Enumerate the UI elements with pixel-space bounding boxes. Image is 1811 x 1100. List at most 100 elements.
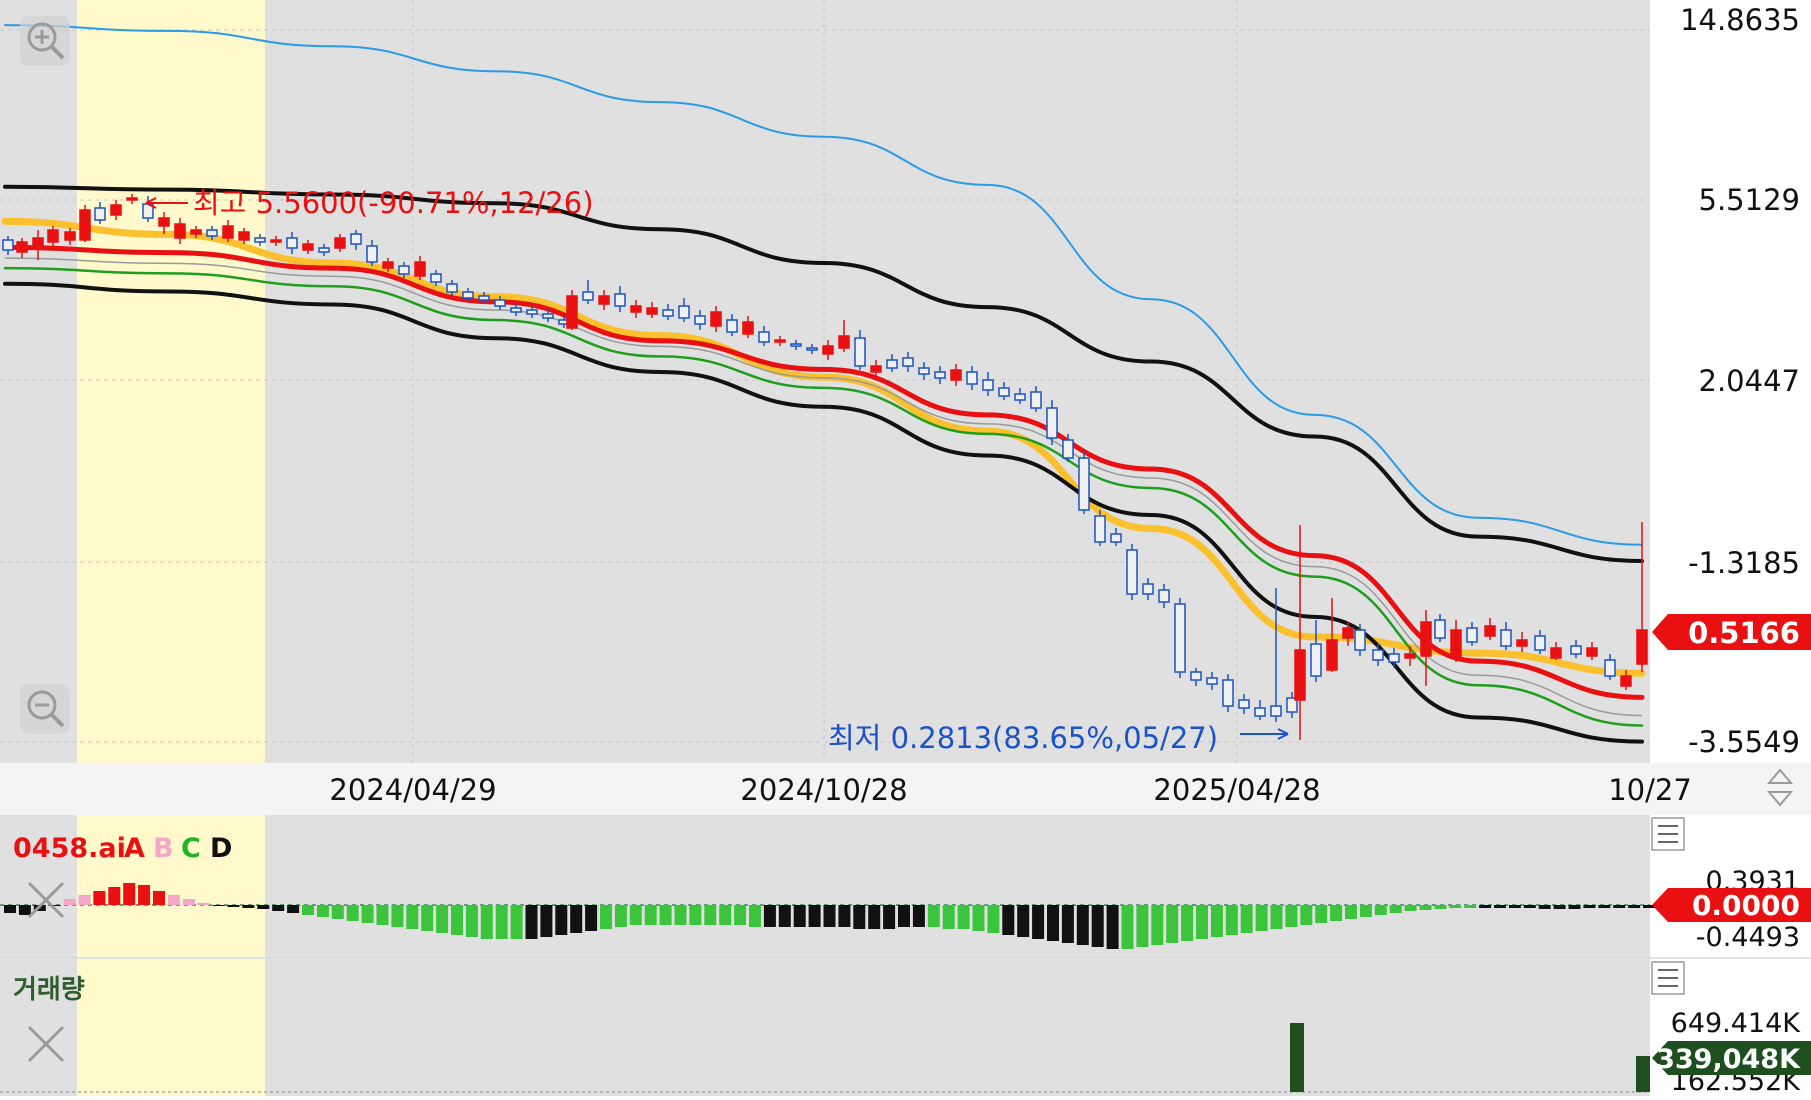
candle-body <box>614 293 626 307</box>
close-icon-stroke[interactable] <box>27 881 65 919</box>
candle-body <box>64 231 76 241</box>
candlesticks <box>2 194 1648 740</box>
zoom-out-icon[interactable] <box>20 684 70 734</box>
menu-icon[interactable] <box>1651 817 1685 851</box>
candle-body <box>318 247 330 253</box>
oscillator-bar <box>302 905 314 915</box>
oscillator-bar <box>1196 905 1208 939</box>
candle-body <box>1094 515 1106 543</box>
current-price-value: 0.5166 <box>1688 616 1800 650</box>
oscillator-bar <box>659 905 672 925</box>
candle-body <box>1534 635 1546 651</box>
candle-body <box>1206 677 1218 685</box>
close-icon[interactable] <box>27 881 65 919</box>
oscillator-bar <box>540 905 553 937</box>
candle-body <box>886 359 898 369</box>
candle-body <box>998 387 1010 397</box>
volume-bars <box>1290 1023 1650 1092</box>
oscillator-bar <box>1538 905 1551 909</box>
close-icon[interactable] <box>27 1025 65 1063</box>
candle-body <box>1404 653 1416 659</box>
volume-panel-bg <box>0 959 1650 1096</box>
up-down-arrows-icon[interactable] <box>1762 764 1808 814</box>
ma-line <box>2 244 1645 700</box>
oscillator-bar <box>1061 905 1074 943</box>
candle-body <box>1570 645 1582 655</box>
oscillator-bar <box>1464 905 1477 908</box>
zoom-in-icon-lens[interactable] <box>27 22 57 52</box>
candle-body <box>16 241 28 253</box>
oscillator-bar <box>1210 905 1223 937</box>
oscillator-bar <box>1449 905 1462 908</box>
candle-body <box>630 305 642 313</box>
up-down-arrows-icon-bg[interactable] <box>1762 764 1808 814</box>
down-arrow[interactable] <box>1766 791 1794 807</box>
candle-body <box>934 371 946 379</box>
oscillator-bar <box>898 905 910 927</box>
zoom-in-icon[interactable] <box>20 16 70 66</box>
volume-axis-label: 649.414K <box>1671 1008 1802 1039</box>
ma-line <box>3 184 1644 563</box>
ma-line <box>3 281 1644 744</box>
menu-icon[interactable] <box>1651 961 1685 995</box>
oscillator-bar <box>153 891 165 905</box>
oscillator-bar <box>1553 905 1566 909</box>
legend-b: B <box>153 833 174 864</box>
oscillator-bar <box>793 905 806 927</box>
candle-body <box>47 229 59 243</box>
close-icon-stroke[interactable] <box>27 1025 65 1063</box>
oscillator-bar <box>1270 905 1283 929</box>
candle-body <box>598 295 610 305</box>
oscillator-bar <box>480 905 493 939</box>
candle-body <box>190 229 202 235</box>
oscillator-bar <box>1359 905 1372 917</box>
oscillator-bar <box>1404 905 1417 911</box>
oscillator-bar <box>987 905 1000 933</box>
oscillator-bar <box>93 891 106 905</box>
candle-body <box>806 347 818 351</box>
oscillator-bar <box>421 905 434 931</box>
candle-body <box>790 343 802 347</box>
menu-icon-box[interactable] <box>1651 817 1685 851</box>
candle-body <box>1550 647 1562 659</box>
oscillator-bars <box>4 883 1655 949</box>
volume-title: 거래량 <box>13 975 85 1005</box>
zoom-out-icon-handle[interactable] <box>49 712 65 728</box>
candle-body <box>1014 393 1026 401</box>
price-axis-label: -1.3185 <box>1688 546 1800 580</box>
candle-body <box>966 371 978 385</box>
indicator-value-badge: 0.0000 <box>1652 888 1811 922</box>
oscillator-bar <box>749 905 761 927</box>
oscillator-bar <box>1345 905 1357 919</box>
low-arrow <box>1240 728 1289 740</box>
highlight-region <box>77 0 265 763</box>
candle-body <box>1046 407 1058 439</box>
candle-body <box>1310 643 1322 677</box>
oscillator-bar <box>1017 905 1030 937</box>
volume-highlight <box>77 959 265 1096</box>
oscillator-bar <box>510 905 523 939</box>
candle-body <box>774 339 786 343</box>
oscillator-bar <box>197 903 210 905</box>
oscillator-bar <box>451 905 463 935</box>
candle-body <box>542 313 554 319</box>
candle-body <box>646 307 658 315</box>
candle-body <box>838 335 850 349</box>
ma-line <box>3 266 1644 727</box>
oscillator-bar <box>1047 905 1059 941</box>
candle-body <box>1516 639 1528 647</box>
zoom-out-icon-lens[interactable] <box>27 690 57 720</box>
oscillator-bar <box>1330 905 1343 921</box>
candle-body <box>126 197 138 201</box>
volume-bar <box>1636 1056 1650 1092</box>
oscillator-bar <box>734 905 747 925</box>
candle-body <box>1484 625 1496 637</box>
oscillator-bar <box>376 905 389 925</box>
candle-body <box>1190 671 1202 681</box>
price-axis-label: 5.5129 <box>1699 183 1800 217</box>
zoom-in-icon-handle[interactable] <box>49 44 65 60</box>
up-arrow[interactable] <box>1766 768 1794 784</box>
oscillator-bar <box>1643 905 1655 908</box>
